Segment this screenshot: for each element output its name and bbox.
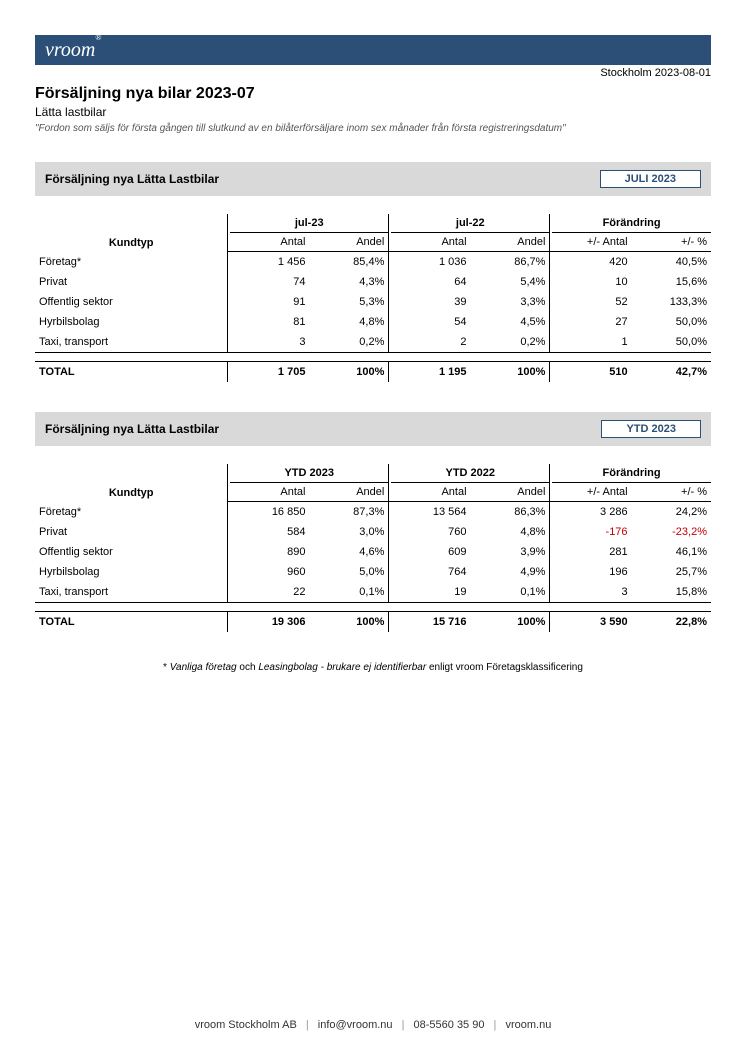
section-header: Försäljning nya Lätta Lastbilar YTD 2023 bbox=[35, 412, 711, 446]
group-header: jul-23 bbox=[230, 214, 389, 233]
total-row: TOTAL1 705100%1 195100%51042,7% bbox=[35, 362, 711, 383]
header-bar: vroom® bbox=[35, 35, 711, 65]
logo-text: vroom bbox=[45, 39, 95, 61]
col-kundtyp: Kundtyp bbox=[35, 214, 228, 252]
data-table: KundtypYTD 2023YTD 2022FörändringAntalAn… bbox=[35, 464, 711, 632]
footer-web: vroom.nu bbox=[505, 1019, 551, 1031]
footer-phone: 08-5560 35 90 bbox=[414, 1019, 485, 1031]
table-row: Hyrbilsbolag814,8%544,5%2750,0% bbox=[35, 312, 711, 332]
report-subtitle: Lätta lastbilar bbox=[35, 105, 711, 119]
group-header: YTD 2022 bbox=[391, 464, 550, 483]
group-header: Förändring bbox=[552, 464, 711, 483]
table-row: Taxi, transport220,1%190,1%315,8% bbox=[35, 582, 711, 603]
footer-email: info@vroom.nu bbox=[318, 1019, 393, 1031]
table-row: Hyrbilsbolag9605,0%7644,9%19625,7% bbox=[35, 562, 711, 582]
total-row: TOTAL19 306100%15 716100%3 59022,8% bbox=[35, 612, 711, 633]
section-title: Försäljning nya Lätta Lastbilar bbox=[45, 172, 219, 186]
logo-mark: ® bbox=[95, 33, 101, 42]
group-header: Förändring bbox=[552, 214, 711, 233]
col-kundtyp: Kundtyp bbox=[35, 464, 228, 502]
table-row: Offentlig sektor8904,6%6093,9%28146,1% bbox=[35, 542, 711, 562]
section-title: Försäljning nya Lätta Lastbilar bbox=[45, 422, 219, 436]
table-row: Företag*16 85087,3%13 56486,3%3 28624,2% bbox=[35, 502, 711, 523]
footer: vroom Stockholm AB | info@vroom.nu | 08-… bbox=[0, 1019, 746, 1031]
logo: vroom® bbox=[45, 39, 101, 62]
table-row: Företag*1 45685,4%1 03686,7%42040,5% bbox=[35, 252, 711, 273]
footnote: * Vanliga företag och Leasingbolag - bru… bbox=[35, 662, 711, 673]
data-table: Kundtypjul-23jul-22FörändringAntalAndelA… bbox=[35, 214, 711, 382]
table-row: Privat5843,0%7604,8%-176-23,2% bbox=[35, 522, 711, 542]
group-header: jul-22 bbox=[391, 214, 550, 233]
table-row: Privat744,3%645,4%1015,6% bbox=[35, 272, 711, 292]
footer-company: vroom Stockholm AB bbox=[195, 1019, 297, 1031]
report-note: "Fordon som säljs för första gången till… bbox=[35, 123, 711, 134]
period-badge: JULI 2023 bbox=[600, 170, 701, 188]
table-row: Offentlig sektor915,3%393,3%52133,3% bbox=[35, 292, 711, 312]
date-location: Stockholm 2023-08-01 bbox=[35, 67, 711, 79]
section-header: Försäljning nya Lätta Lastbilar JULI 2023 bbox=[35, 162, 711, 196]
table-row: Taxi, transport30,2%20,2%150,0% bbox=[35, 332, 711, 353]
report-title: Försäljning nya bilar 2023-07 bbox=[35, 85, 711, 103]
group-header: YTD 2023 bbox=[230, 464, 389, 483]
period-badge: YTD 2023 bbox=[601, 420, 701, 438]
